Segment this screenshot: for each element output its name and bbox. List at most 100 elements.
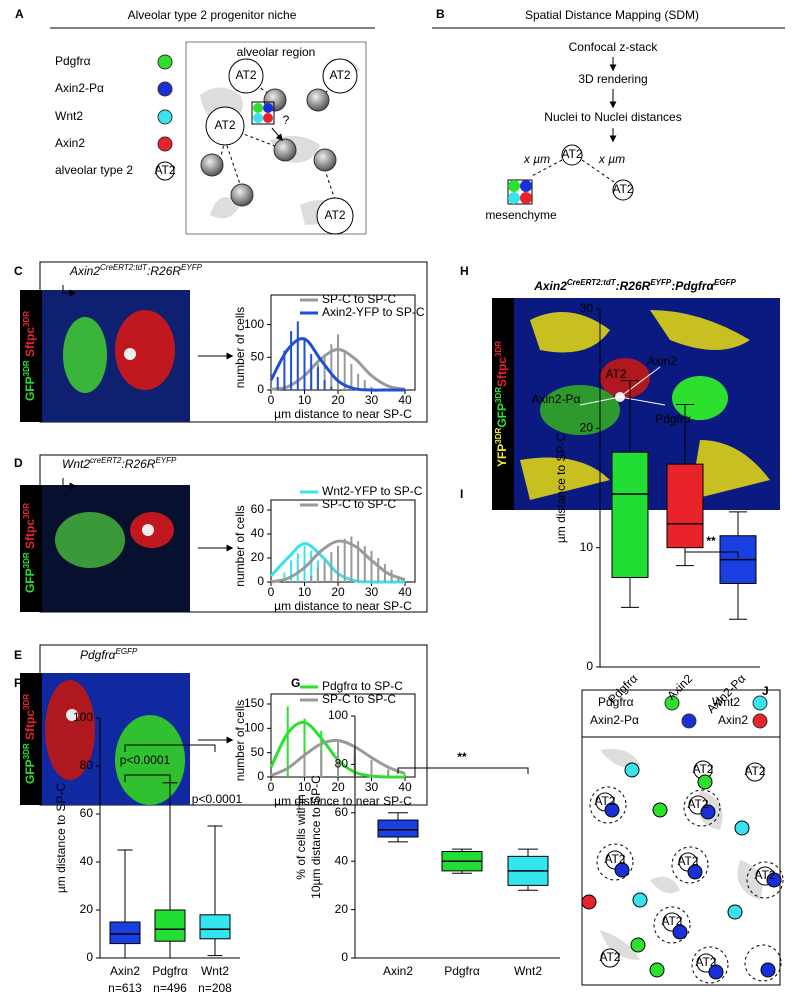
x-tick-label: 10 (298, 585, 312, 599)
cell-label: AT2 (599, 950, 620, 964)
label-part: creERT2 (90, 456, 122, 465)
cell-label: AT2 (612, 182, 633, 196)
stain-label: YFP3DRGFP3DRSftpc3DR (494, 341, 510, 467)
legend-label: Pdgfrα (598, 695, 634, 709)
box (199, 914, 231, 940)
label-part: 3DR (494, 427, 503, 443)
bar (330, 386, 333, 390)
label-part: Sftpc (23, 710, 37, 744)
stain-label: GFP3DR Sftpc3DR (22, 311, 38, 401)
y-axis-label: µm distance to SP-C (54, 783, 68, 894)
at2-cells (205, 58, 358, 235)
bar (350, 536, 353, 582)
y-tick-label: 20 (335, 902, 349, 916)
x-tick-label: 20 (331, 585, 345, 599)
y-tick-label: 0 (86, 950, 93, 964)
bar (387, 769, 390, 777)
x-tick-label: 20 (331, 393, 345, 407)
links (529, 159, 615, 183)
y-tick-label: 40 (251, 526, 265, 540)
cell-label: AT2 (744, 764, 765, 778)
x-tick-label: 40 (398, 585, 412, 599)
label-part: GFP (23, 568, 37, 593)
bar (357, 541, 360, 582)
fit-line (269, 337, 405, 392)
y-tick-label: 100 (244, 721, 264, 735)
cell-label: AT2 (214, 118, 235, 132)
y-tick-label: 0 (341, 950, 348, 964)
fit-line (270, 738, 406, 777)
panel-letter: E (14, 648, 22, 662)
panel-letter: I (460, 487, 463, 501)
x-tick-label: 40 (398, 780, 412, 794)
cell-label: AT2 (677, 854, 698, 868)
box (666, 463, 704, 549)
label-part: Pdgfrα (80, 648, 117, 662)
legend-label: Axin2-Pα (55, 81, 104, 95)
x-tick-label: 10 (298, 393, 312, 407)
y-tick-label: 100 (328, 708, 348, 722)
label-part: :R26R (147, 264, 181, 278)
bar (283, 572, 286, 582)
bar (377, 558, 380, 582)
step: Nuclei to Nuclei distances (544, 110, 681, 124)
y-tick-label: 20 (80, 902, 94, 916)
bar (323, 560, 326, 582)
n-label: n=613 (108, 981, 142, 995)
x-axis-label: µm distance to near SP-C (274, 599, 412, 613)
box (611, 451, 649, 579)
legend-label: Pdgfrα to SP-C (322, 679, 403, 693)
legend-label: Axin2 (55, 136, 85, 150)
cell-label: Axin2-Pα (532, 392, 581, 406)
arrow (271, 127, 283, 142)
bar (310, 550, 313, 582)
y-tick-label: 10 (580, 540, 594, 554)
legend-swatch (664, 695, 680, 711)
label-part: CreERT2:tdT (567, 278, 617, 287)
mesenchyme-cells (200, 88, 337, 207)
significance: ** (706, 534, 716, 548)
bar (363, 380, 366, 390)
bar (350, 363, 353, 390)
box (154, 909, 186, 942)
bar (330, 344, 333, 390)
bar (303, 546, 306, 582)
panel-letter: J (762, 684, 769, 698)
cell-label: AT2 (604, 852, 625, 866)
panel-letter: H (460, 264, 469, 278)
x-tick-label: Wnt2 (514, 964, 542, 978)
fit-line (270, 347, 406, 391)
bar (310, 576, 313, 582)
y-tick-label: 60 (80, 806, 94, 820)
significance: p<0.0001 (192, 792, 243, 806)
distance-label: x µm (523, 152, 550, 166)
stain-label: GFP3DR Sftpc3DR (22, 694, 38, 784)
step: Confocal z-stack (569, 40, 659, 54)
label-part: 3DR (22, 503, 31, 519)
y-tick-label: 100 (244, 317, 264, 331)
bar (303, 337, 306, 390)
bracket (124, 774, 171, 782)
label-part: EGFP (116, 647, 138, 656)
question: ? (283, 113, 290, 127)
bar (316, 567, 319, 582)
cell-label: AT2 (561, 147, 582, 161)
bar (310, 354, 313, 390)
bar (337, 546, 339, 582)
cell-label: AT2 (235, 68, 256, 82)
bar (337, 334, 339, 390)
cell-label: AT2 (754, 868, 775, 882)
box (109, 921, 141, 945)
significance: p<0.0001 (120, 753, 171, 767)
bar (296, 321, 299, 390)
bar (343, 538, 346, 582)
panel-letter: D (14, 456, 23, 470)
bar (323, 354, 326, 390)
x-tick-label: 40 (398, 393, 412, 407)
bar (320, 750, 323, 777)
bar (357, 373, 360, 390)
bar (286, 706, 289, 777)
label-part: :R26R (616, 279, 651, 293)
bar (296, 553, 299, 582)
x-tick-label: Wnt2 (201, 964, 229, 978)
